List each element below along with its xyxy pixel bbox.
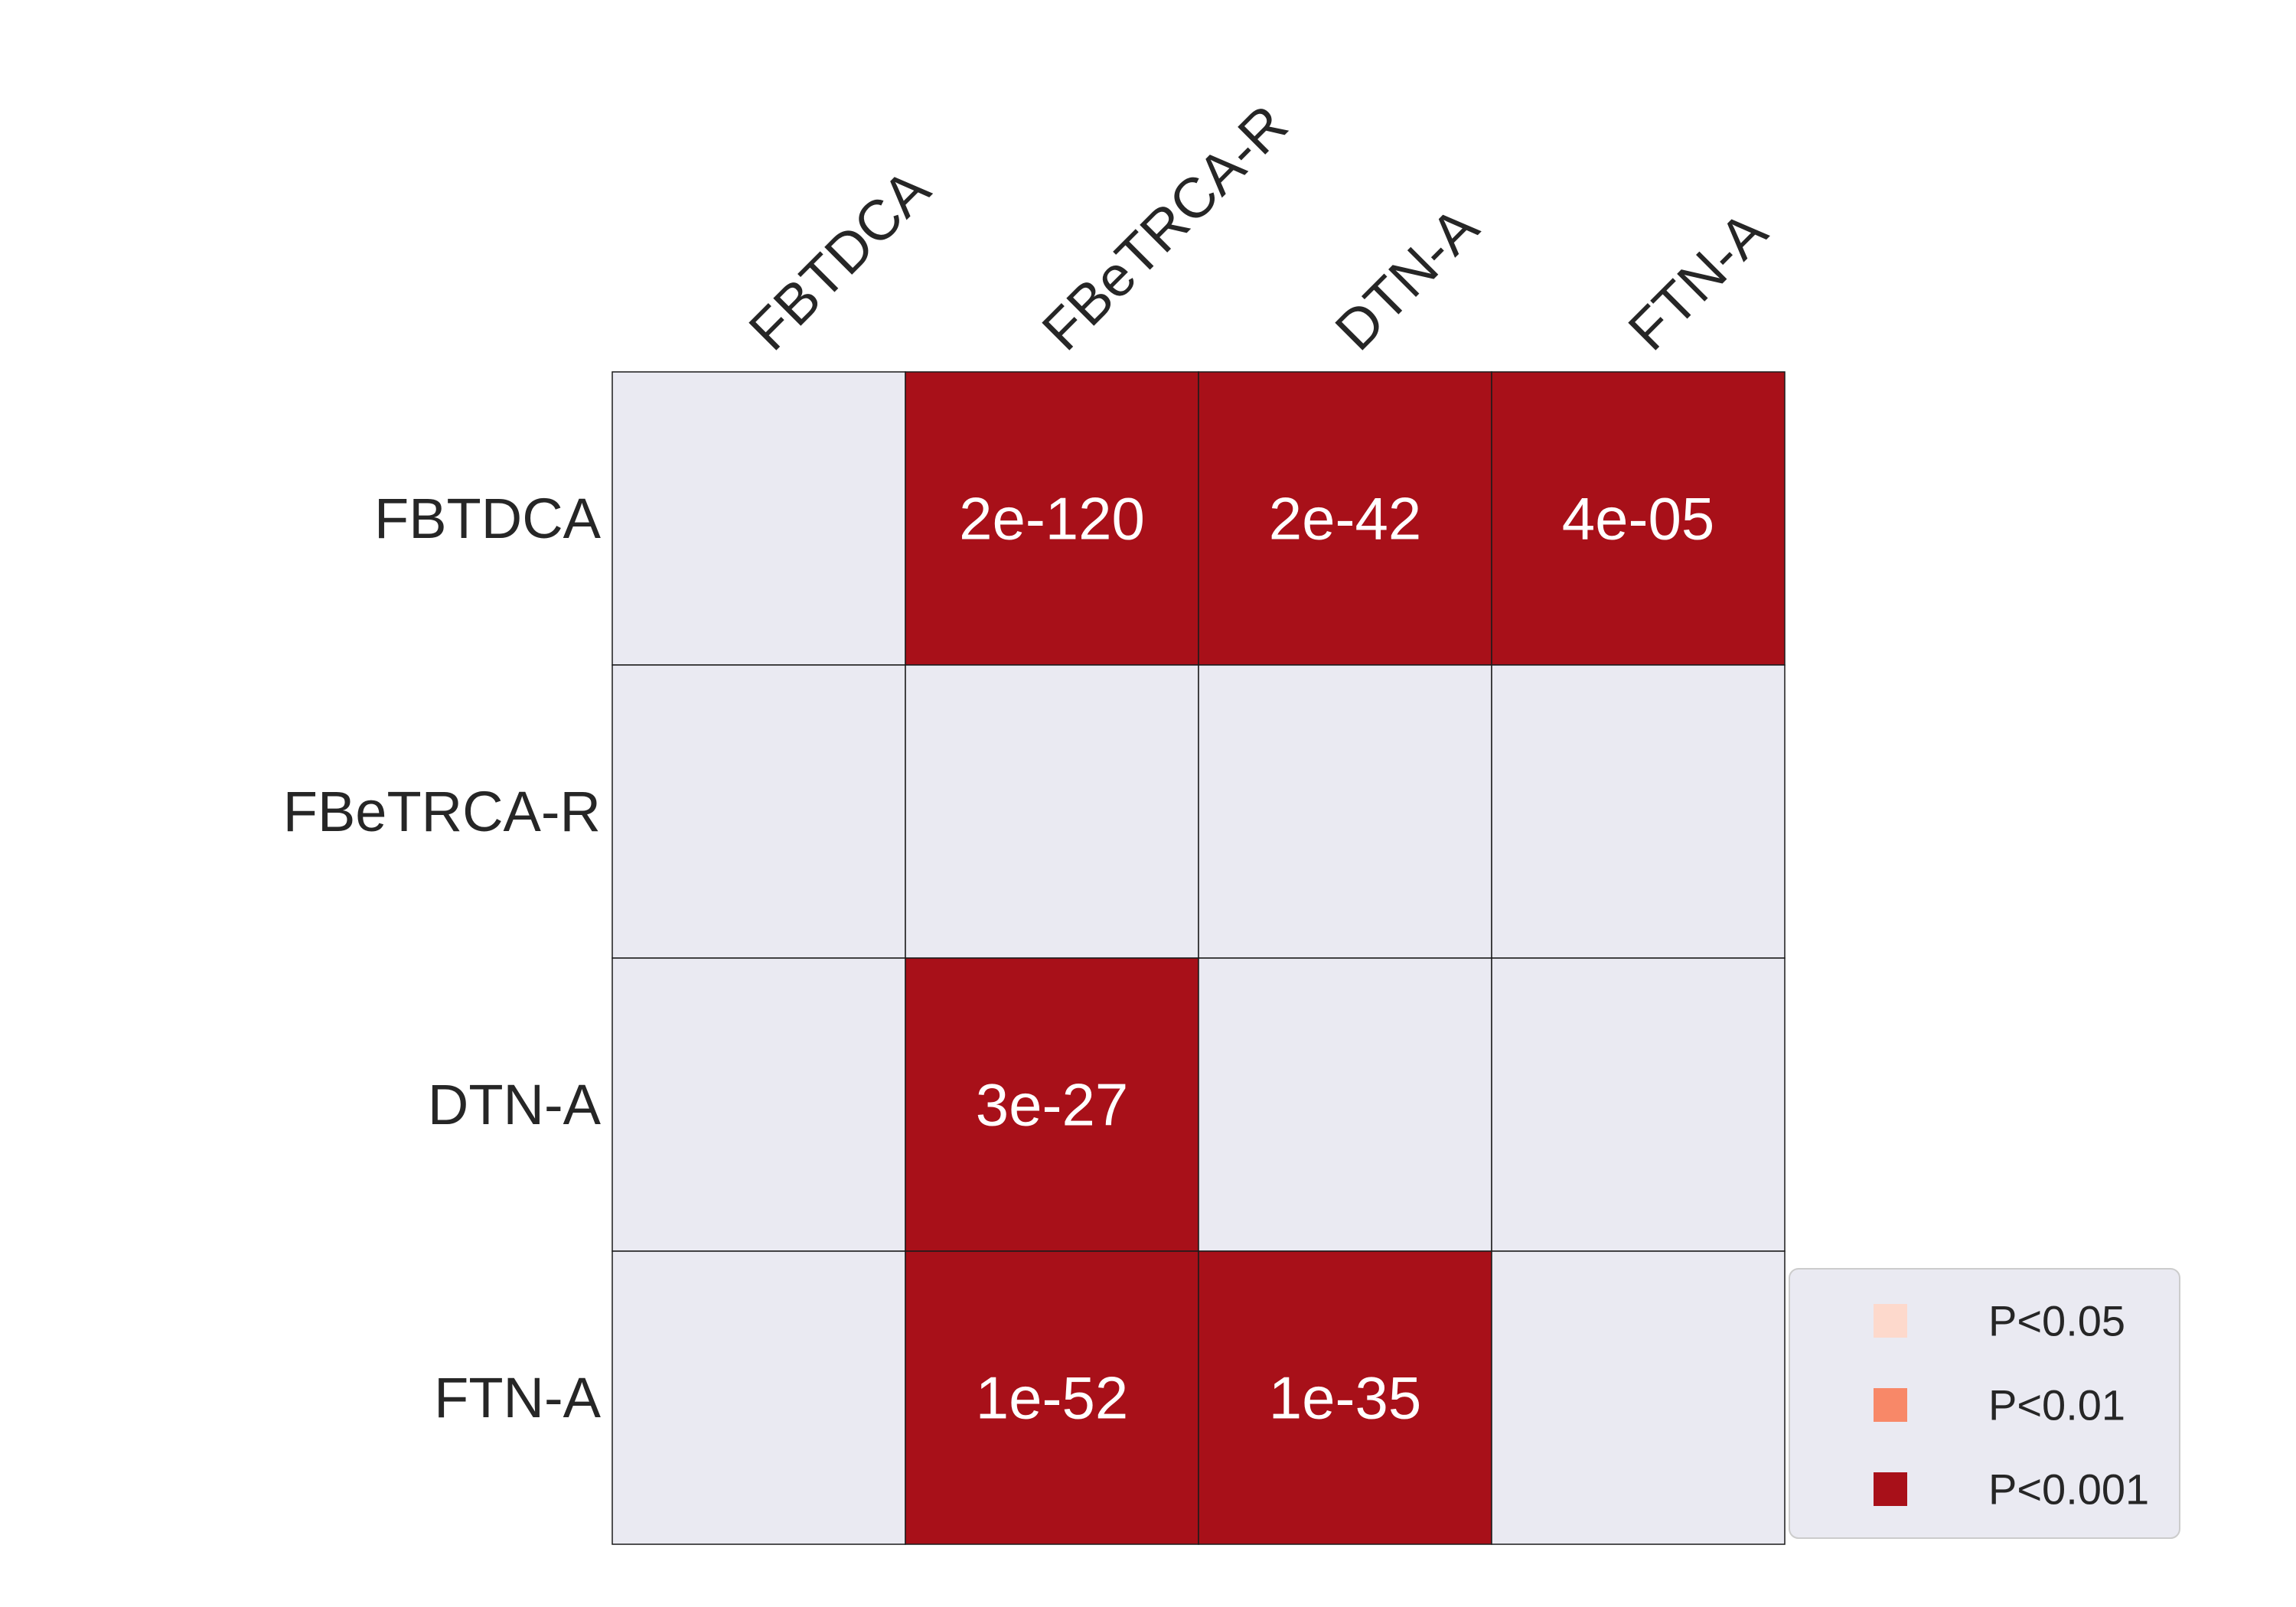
- row-label: FBTDCA: [374, 487, 602, 550]
- legend-swatch: [1874, 1472, 1907, 1506]
- heatmap-cell: [905, 957, 1199, 1252]
- legend-label: P<0.05: [1988, 1297, 2125, 1345]
- legend-label: P<0.01: [1988, 1381, 2125, 1429]
- legend-label: P<0.001: [1988, 1465, 2149, 1514]
- cell-value-label: 4e-05: [1562, 485, 1715, 553]
- cell-value-label: 1e-52: [976, 1364, 1129, 1432]
- heatmap-cell: [1198, 957, 1492, 1252]
- cell-value-label: 1e-35: [1269, 1364, 1422, 1432]
- column-label: FTN-A: [1616, 199, 1779, 362]
- heatmap-cell: [905, 371, 1199, 666]
- heatmap-cell: [1491, 1250, 1786, 1545]
- heatmap-cell: [1198, 371, 1492, 666]
- legend-swatch: [1874, 1304, 1907, 1338]
- cell-value-label: 3e-27: [976, 1071, 1129, 1139]
- row-label: FTN-A: [434, 1366, 601, 1429]
- cell-value-label: 2e-120: [959, 485, 1145, 553]
- heatmap-cell: [1198, 1250, 1492, 1545]
- column-tick-labels: FBTDCA FBeTRCA-R DTN-A FTN-A: [737, 93, 1779, 362]
- heatmap-cell: [905, 1250, 1199, 1545]
- heatmap-cell: [905, 664, 1199, 959]
- column-label: FBTDCA: [737, 157, 942, 362]
- heatmap-grid: 2e-120 2e-42 4e-05 3e-27 1e-52 1e-35: [612, 371, 1786, 1545]
- cell-value-label: 2e-42: [1269, 485, 1422, 553]
- legend: P<0.05 P<0.01 P<0.001: [1789, 1268, 2180, 1539]
- heatmap-cell: [612, 1250, 906, 1545]
- row-label: FBeTRCA-R: [283, 780, 601, 843]
- column-label: FBeTRCA-R: [1030, 93, 1300, 362]
- heatmap-cell: [1198, 664, 1492, 959]
- heatmap-cell: [612, 371, 906, 666]
- row-label: DTN-A: [428, 1073, 602, 1136]
- heatmap-cell: [1491, 957, 1786, 1252]
- heatmap-cell: [1491, 371, 1786, 666]
- heatmap-cell: [612, 664, 906, 959]
- heatmap-cell: [612, 957, 906, 1252]
- heatmap-cell: [1491, 664, 1786, 959]
- row-tick-labels: FBTDCA FBeTRCA-R DTN-A FTN-A: [283, 487, 602, 1429]
- legend-swatch: [1874, 1388, 1907, 1422]
- column-label: DTN-A: [1323, 194, 1491, 362]
